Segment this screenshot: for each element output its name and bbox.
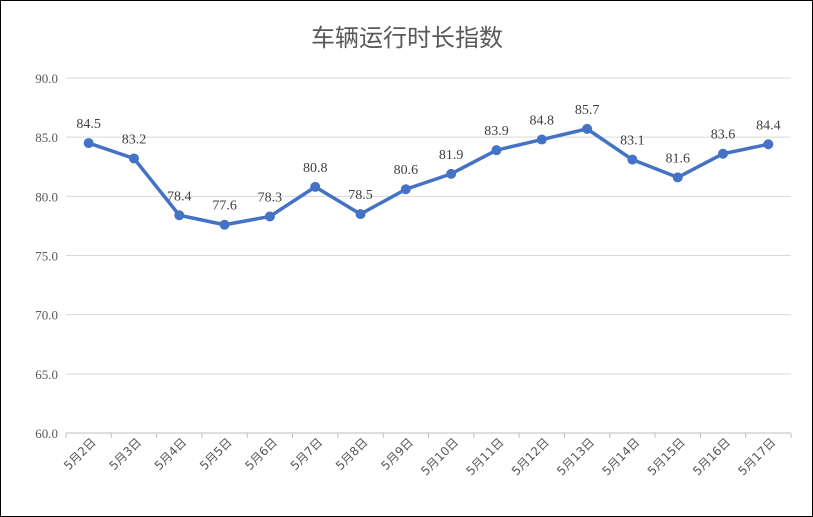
x-tick-label: 5月9日 [378,435,416,473]
x-tick-label: 5月13日 [554,435,597,478]
data-label: 81.9 [439,148,464,163]
x-tick-label: 5月17日 [735,435,778,478]
data-label: 84.4 [756,118,781,133]
x-tick-label: 5月5日 [197,435,235,473]
data-point [672,172,683,183]
data-label: 83.1 [620,134,645,149]
data-points [83,123,774,230]
data-point [446,168,457,179]
data-label: 83.2 [122,132,147,147]
data-label: 80.8 [303,161,328,176]
x-tick-label: 5月3日 [106,435,144,473]
y-tick-label: 75.0 [35,249,58,264]
x-tick-label: 5月11日 [464,435,507,478]
data-label: 78.5 [348,188,373,203]
data-labels: 84.5 83.2 78.4 77.6 78.3 80.8 78.5 80.6 81.9 83.9… [76,103,780,214]
series-line-path [86,127,771,227]
data-point [491,145,502,156]
data-point [219,219,230,230]
data-point [536,134,547,145]
data-point [310,181,321,192]
data-point [128,153,139,164]
data-label: 77.6 [212,199,237,214]
data-label: 80.6 [394,163,419,178]
data-point [400,184,411,195]
y-tick-label: 70.0 [35,308,58,323]
data-label: 84.5 [76,117,101,132]
x-tick-label: 5月16日 [690,435,733,478]
x-axis-ticks: 5月2日 5月3日 5月4日 5月5日 5月6日 5月7日 5月8日 5月9日 5月10日 5月1… [61,435,778,478]
gridlines [66,77,791,375]
x-tick-label: 5月4日 [152,435,190,473]
y-axis-ticks: 60.0 65.0 70.0 75.0 80.0 85.0 90.0 [35,71,58,441]
y-tick-label: 65.0 [35,367,58,382]
data-point [83,138,94,149]
y-tick-label: 80.0 [35,189,58,204]
data-point [627,154,638,165]
x-tick-label: 5月12日 [509,435,552,478]
data-point [763,139,774,150]
data-label: 78.4 [167,189,192,204]
data-point [355,209,366,220]
data-label: 83.6 [711,128,736,143]
y-tick-label: 85.0 [35,130,58,145]
x-tick-label: 5月14日 [599,435,642,478]
data-label: 81.6 [665,151,690,166]
x-tick-label: 5月10日 [418,435,461,478]
data-point [718,148,729,159]
x-tick-label: 5月15日 [645,435,688,478]
x-tick-label: 5月2日 [61,435,99,473]
data-point [264,211,275,222]
series-line [86,127,771,227]
data-label: 85.7 [575,103,600,118]
chart-title: 车辆运行时长指数 [311,24,503,52]
x-axis [65,432,792,438]
data-label: 78.3 [258,190,283,205]
data-label: 83.9 [484,124,509,139]
x-tick-label: 5月7日 [288,435,326,473]
data-point [174,210,185,221]
y-tick-label: 90.0 [35,71,58,86]
data-label: 84.8 [530,114,555,129]
x-tick-label: 5月6日 [242,435,280,473]
x-tick-label: 5月8日 [333,435,371,473]
data-point [582,123,593,134]
y-tick-label: 60.0 [35,426,58,441]
